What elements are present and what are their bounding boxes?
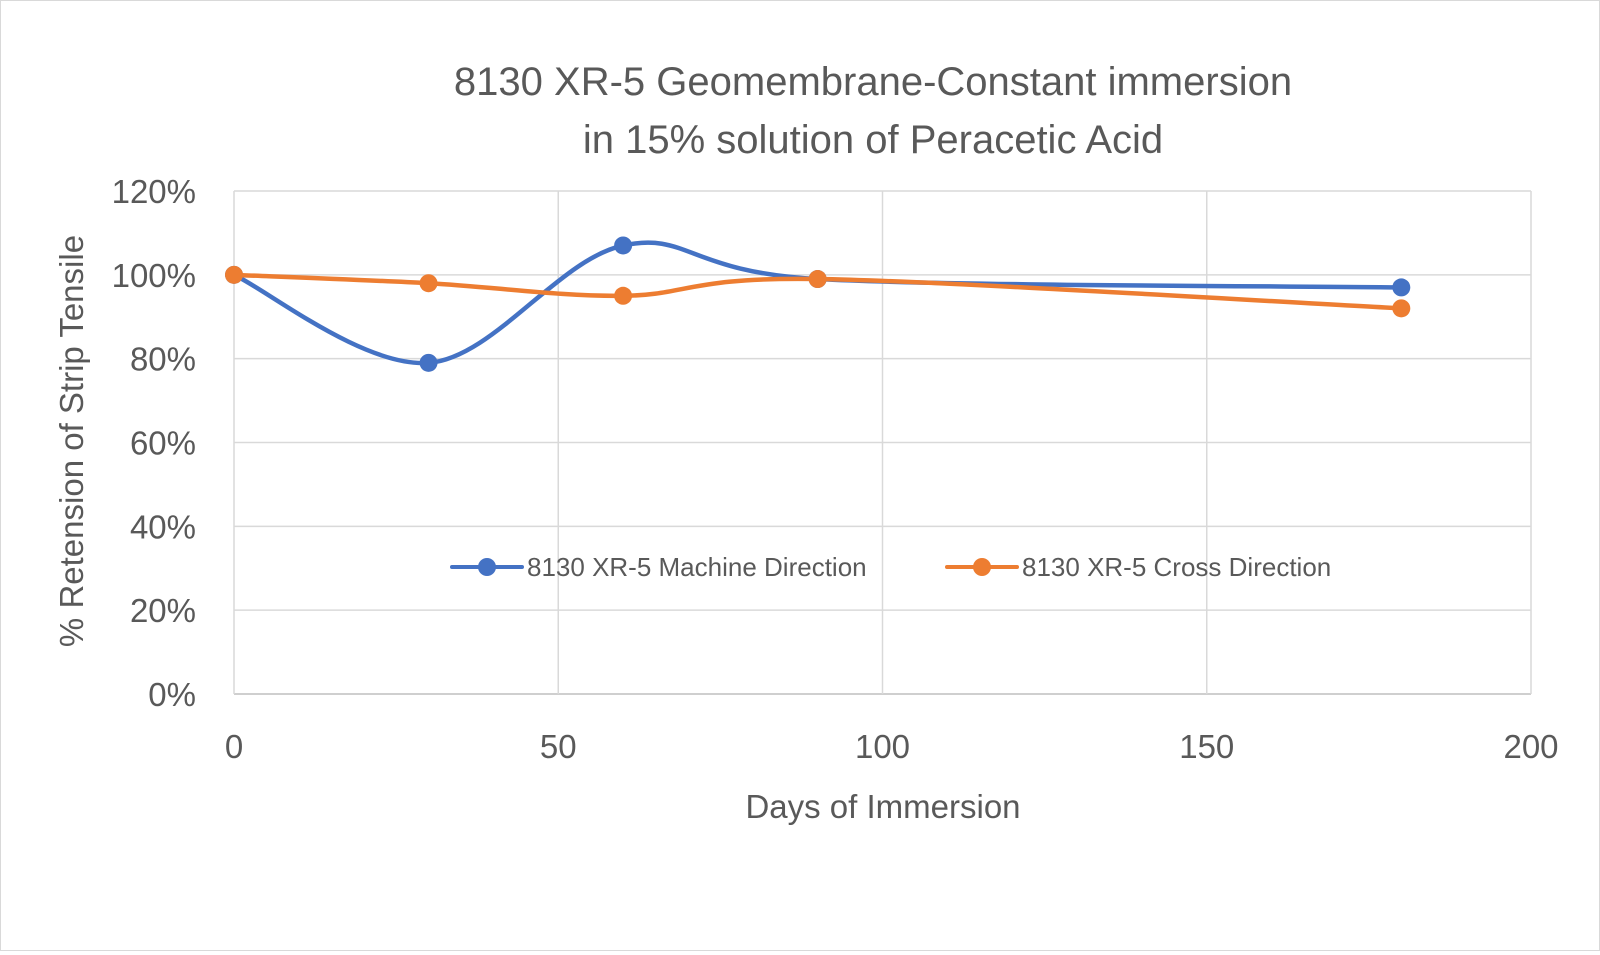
y-tick-label: 20% — [130, 592, 196, 629]
chart-title-line-1: 8130 XR-5 Geomembrane-Constant immersion — [454, 60, 1292, 104]
data-point[interactable] — [419, 353, 438, 372]
y-axis-label: % Retension of Strip Tensile — [53, 235, 90, 647]
legend-label-cross-direction: 8130 XR-5 Cross Direction — [1022, 552, 1331, 582]
data-point[interactable] — [1392, 299, 1411, 318]
y-tick-label: 120% — [112, 173, 196, 210]
x-axis-label: Days of Immersion — [745, 788, 1020, 825]
series-machine-direction — [225, 236, 1411, 372]
data-point[interactable] — [808, 270, 827, 289]
legend-label-machine-direction: 8130 XR-5 Machine Direction — [527, 552, 867, 582]
x-tick-label: 200 — [1503, 728, 1558, 765]
gridlines — [233, 190, 1532, 695]
series-cross-direction — [225, 265, 1411, 318]
x-tick-label: 50 — [540, 728, 577, 765]
x-tick-label: 0 — [225, 728, 243, 765]
x-tick-label: 100 — [855, 728, 910, 765]
legend-marker-cross-direction — [973, 558, 991, 576]
series-line — [231, 240, 1404, 366]
data-point[interactable] — [614, 236, 633, 255]
data-point[interactable] — [1392, 278, 1411, 297]
data-point[interactable] — [225, 265, 243, 284]
y-tick-label: 80% — [130, 341, 196, 378]
legend-item-cross-direction[interactable]: 8130 XR-5 Cross Direction — [945, 552, 1331, 582]
legend-marker-machine-direction — [478, 558, 496, 576]
axis-ticks: 0% 20% 40% 60% 80% 100% 120% 0 50 100 150 200 — [112, 173, 1559, 765]
legend-item-machine-direction[interactable]: 8130 XR-5 Machine Direction — [450, 552, 867, 582]
y-tick-label: 0% — [148, 676, 196, 713]
legend: 8130 XR-5 Machine Direction 8130 XR-5 Cr… — [450, 552, 1331, 582]
y-tick-label: 60% — [130, 425, 196, 462]
series-line — [231, 272, 1404, 311]
data-point[interactable] — [419, 274, 438, 293]
y-tick-label: 100% — [112, 257, 196, 294]
y-tick-label: 40% — [130, 508, 196, 545]
chart-title-line-2: in 15% solution of Peracetic Acid — [583, 118, 1163, 162]
x-tick-label: 150 — [1179, 728, 1234, 765]
series-lines — [225, 236, 1411, 372]
data-point[interactable] — [614, 286, 633, 305]
